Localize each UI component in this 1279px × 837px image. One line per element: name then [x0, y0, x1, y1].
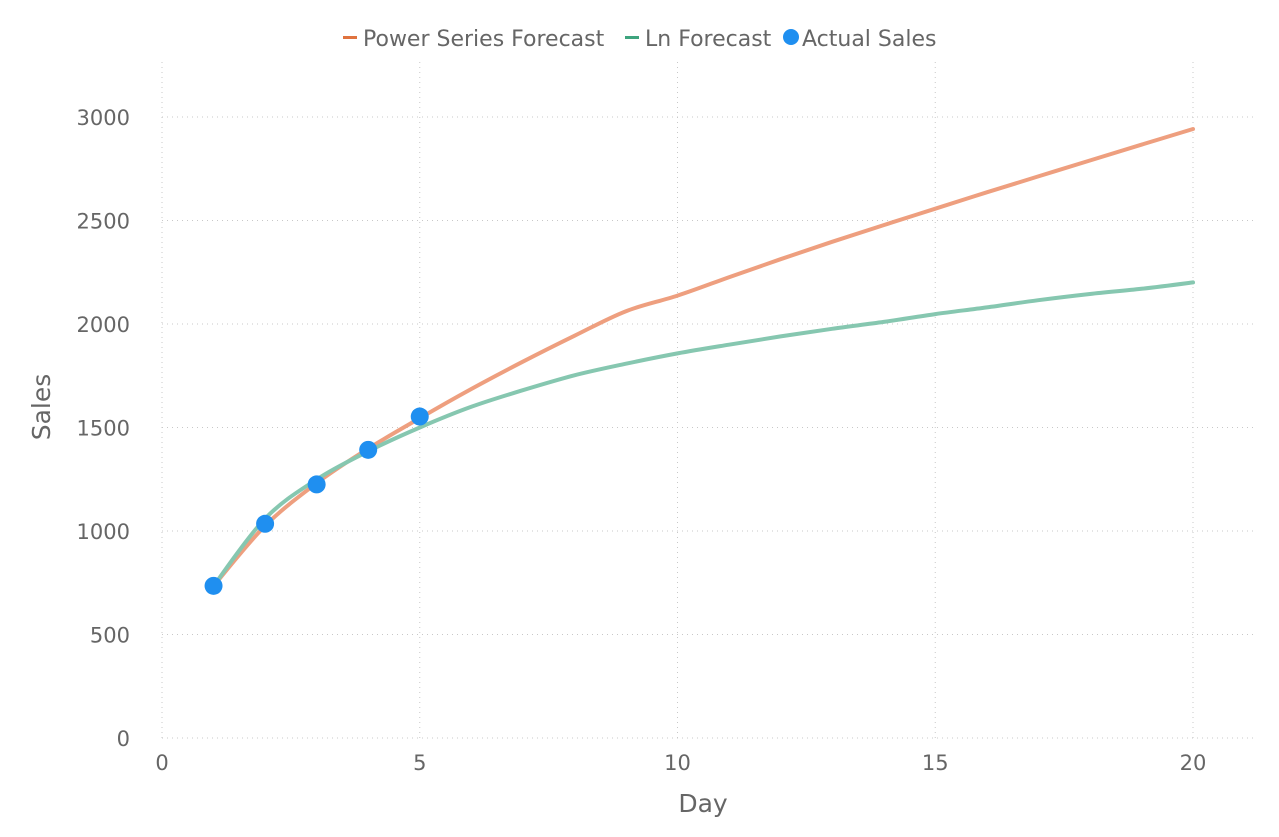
- data-point: [410, 407, 429, 426]
- y-tick-label: 3000: [77, 106, 130, 130]
- x-tick-label: 10: [664, 751, 691, 775]
- y-tick-label: 1000: [77, 520, 130, 544]
- y-tick-label: 2000: [77, 313, 130, 337]
- grid: [161, 62, 1254, 739]
- y-tick-label: 2500: [77, 210, 130, 234]
- legend-label: Power Series Forecast: [363, 27, 605, 52]
- legend-swatch: [783, 29, 799, 45]
- x-tick-label: 0: [155, 751, 168, 775]
- series-line-0: [211, 127, 1195, 588]
- tick-labels: 0 500 1000 1500 2000 2500 3000 0 5 10 15 20: [77, 106, 1207, 775]
- x-tick-label: 20: [1180, 751, 1207, 775]
- x-axis-title: Day: [678, 789, 728, 818]
- data-point: [204, 576, 223, 595]
- y-tick-label: 0: [117, 727, 130, 751]
- y-axis-title: Sales: [27, 374, 56, 441]
- data-point: [307, 475, 326, 494]
- legend-swatch: [625, 36, 639, 39]
- x-tick-label: 5: [413, 751, 426, 775]
- y-tick-label: 500: [90, 624, 130, 648]
- data-point: [359, 440, 378, 459]
- legend: Power Series Forecast Ln Forecast Actual S…: [343, 27, 936, 52]
- series-line-1: [211, 280, 1195, 588]
- x-tick-label: 15: [922, 751, 949, 775]
- legend-swatch: [343, 36, 357, 39]
- data-point: [256, 514, 275, 533]
- series-layer: [204, 127, 1195, 595]
- y-tick-label: 1500: [77, 417, 130, 441]
- legend-label: Ln Forecast: [645, 27, 772, 52]
- legend-label: Actual Sales: [802, 27, 936, 52]
